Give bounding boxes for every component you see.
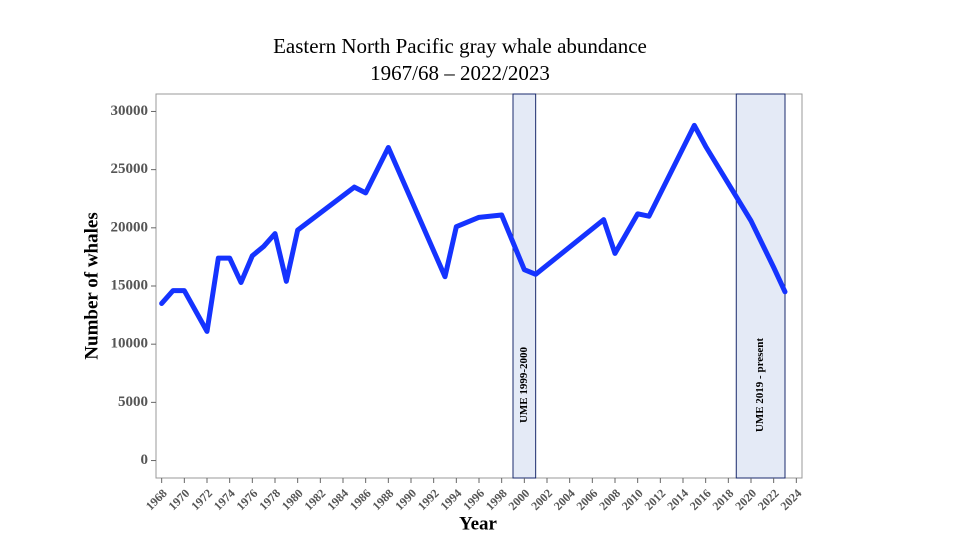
- y-tick-label: 10000: [111, 336, 149, 352]
- x-tick-label: 1970: [166, 486, 193, 513]
- x-tick-label: 2004: [551, 486, 578, 513]
- x-tick-label: 2008: [596, 486, 623, 513]
- y-tick-label: 30000: [111, 103, 149, 119]
- x-tick-label: 2006: [574, 486, 601, 513]
- chart-title: Eastern North Pacific gray whale abundan…: [273, 34, 647, 58]
- y-tick-label: 15000: [111, 277, 149, 293]
- x-tick-label: 2012: [642, 486, 669, 513]
- x-tick-label: 2018: [710, 486, 737, 513]
- x-tick-label: 2020: [732, 486, 759, 513]
- x-tick-label: 2014: [664, 486, 691, 513]
- x-tick-label: 1974: [211, 486, 238, 513]
- x-tick-label: 1980: [279, 486, 306, 513]
- x-tick-label: 2022: [755, 486, 782, 513]
- x-tick-label: 1990: [392, 486, 419, 513]
- x-tick-label: 1988: [370, 486, 397, 513]
- region-label: UME 2019 - present: [754, 338, 766, 433]
- y-tick-label: 0: [141, 452, 149, 468]
- x-tick-label: 1996: [460, 486, 487, 513]
- x-tick-label: 1978: [256, 486, 283, 513]
- y-tick-label: 5000: [118, 394, 148, 410]
- data-line: [159, 122, 788, 334]
- x-tick-label: 2010: [619, 486, 646, 513]
- y-axis-label: Number of whales: [81, 212, 102, 359]
- x-tick-label: 1976: [234, 486, 261, 513]
- x-tick-label: 1968: [143, 486, 170, 513]
- x-axis-label: Year: [459, 513, 498, 534]
- x-tick-label: 2024: [778, 486, 805, 513]
- x-tick-label: 1992: [415, 486, 442, 513]
- x-tick-label: 2016: [687, 486, 714, 513]
- x-tick-label: 1986: [347, 486, 374, 513]
- x-tick-label: 1984: [324, 486, 351, 513]
- plot-frame: [155, 93, 803, 479]
- shaded-region: [735, 93, 786, 479]
- x-tick-label: 2000: [506, 486, 533, 513]
- region-label: UME 1999-2000: [518, 346, 530, 423]
- x-tick-label: 1994: [438, 486, 465, 513]
- x-tick-label: 1972: [188, 486, 215, 513]
- chart-subtitle: 1967/68 – 2022/2023: [370, 61, 550, 85]
- x-tick-label: 1982: [302, 486, 329, 513]
- x-tick-label: 2002: [528, 486, 555, 513]
- x-tick-label: 1998: [483, 486, 510, 513]
- y-tick-label: 20000: [111, 219, 149, 235]
- y-tick-label: 25000: [111, 161, 149, 177]
